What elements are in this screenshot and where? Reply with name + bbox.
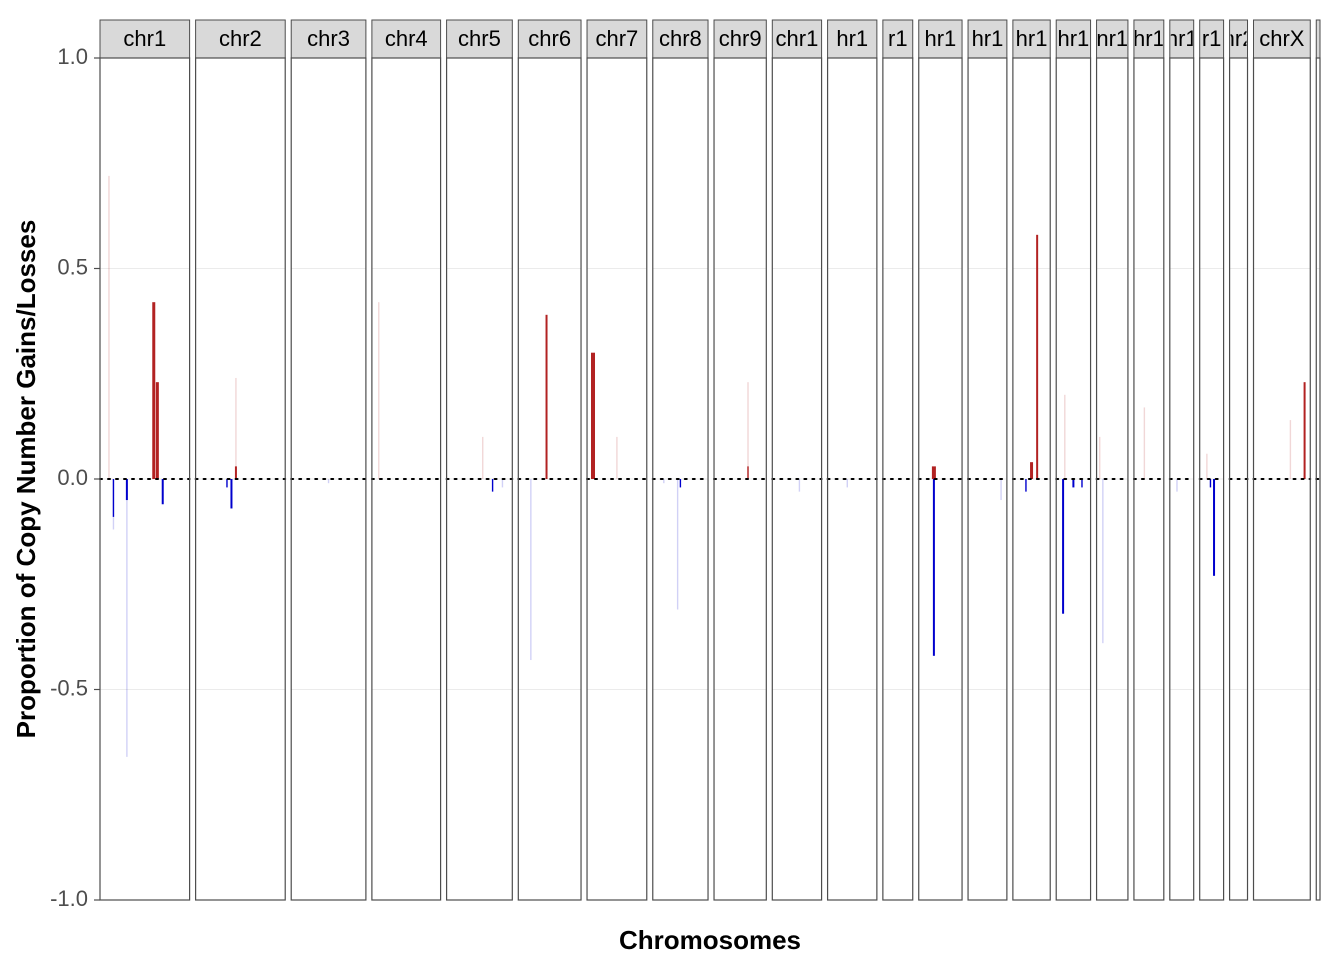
facet-label: r1 — [888, 26, 908, 51]
gain-bar — [546, 315, 548, 479]
yaxis-title: Proportion of Copy Number Gains/Losses — [11, 220, 41, 739]
gain-bar — [932, 466, 936, 479]
loss-bar — [126, 479, 127, 757]
loss-bar — [1081, 479, 1082, 487]
chart-svg: -1.0 -0.5 0.0 0.5 1.0 chr1 chr2 chr3 chr4 chr5 chr… — [0, 0, 1344, 960]
facet-label: hr1 — [1016, 26, 1048, 51]
gain-bar — [1206, 454, 1207, 479]
loss-bar — [1072, 479, 1074, 487]
loss-bar — [162, 479, 164, 504]
ytick-label: 1.0 — [57, 44, 88, 69]
facet-label: chr1 — [776, 26, 819, 51]
loss-bar — [328, 479, 329, 483]
gain-bar — [1290, 420, 1291, 479]
gain-bar — [747, 466, 748, 479]
facet-label: hr1 — [972, 26, 1004, 51]
ytick-label: 0.0 — [57, 465, 88, 490]
ytick-label: -1.0 — [50, 886, 88, 911]
facet-bars — [747, 382, 748, 479]
ytick-label: 0.5 — [57, 254, 88, 279]
loss-bar — [1025, 479, 1026, 492]
gain-bar — [482, 437, 483, 479]
loss-bar — [799, 479, 800, 492]
facet-label: nr1 — [1096, 26, 1128, 51]
facet-label: hr1 — [924, 26, 956, 51]
loss-bar — [1102, 479, 1103, 643]
gain-bar — [152, 302, 155, 479]
facet-label: r1 — [1202, 26, 1222, 51]
facet-bars — [378, 302, 379, 479]
loss-bar — [680, 479, 681, 487]
facet-bars — [1000, 479, 1001, 500]
loss-bar — [492, 479, 493, 492]
gain-bar — [235, 466, 237, 479]
gain-bar — [108, 176, 109, 479]
gain-bar — [1064, 395, 1065, 479]
loss-bar — [847, 479, 848, 487]
facet-label: chr5 — [458, 26, 501, 51]
facet-label: chr7 — [596, 26, 639, 51]
facet-label: chr2 — [219, 26, 262, 51]
loss-bar — [1213, 479, 1215, 576]
facet-bars — [847, 479, 848, 487]
loss-bar — [1062, 479, 1064, 614]
gain-bar — [591, 353, 595, 479]
chart-container: -1.0 -0.5 0.0 0.5 1.0 chr1 chr2 chr3 chr4 chr5 chr… — [0, 0, 1344, 960]
loss-bar — [126, 479, 128, 500]
loss-bar — [1210, 479, 1211, 487]
facet-bars — [799, 479, 800, 492]
loss-bar — [1176, 479, 1177, 492]
facet-label: hr1 — [1133, 26, 1165, 51]
gain-bar — [235, 378, 236, 479]
facet-label: chr1 — [123, 26, 166, 51]
facet-label: chr8 — [659, 26, 702, 51]
loss-bar — [113, 479, 114, 517]
loss-bar — [226, 479, 227, 487]
gain-bar — [1030, 462, 1033, 479]
gain-bar — [1099, 437, 1100, 479]
facet-label: chr9 — [719, 26, 762, 51]
gain-bar — [1144, 407, 1145, 479]
loss-bar — [1000, 479, 1001, 500]
facet-bars — [328, 479, 329, 483]
facet-label: chr3 — [307, 26, 350, 51]
ytick-label: -0.5 — [50, 675, 88, 700]
gain-bar — [378, 302, 379, 479]
loss-bar — [230, 479, 232, 508]
loss-bar — [933, 479, 935, 656]
facet-bars — [1144, 407, 1145, 479]
gain-bar — [1036, 235, 1038, 479]
gain-bar — [156, 382, 159, 479]
gain-bar — [616, 437, 617, 479]
facet-label: chr4 — [385, 26, 428, 51]
gain-bar — [1304, 382, 1306, 479]
loss-bar — [502, 479, 503, 487]
xaxis-title: Chromosomes — [619, 925, 801, 955]
facet-label: chr6 — [528, 26, 571, 51]
gain-bar — [747, 382, 748, 479]
facet-bars — [1176, 479, 1177, 492]
loss-bar — [677, 479, 678, 610]
facet-label: hr1 — [836, 26, 868, 51]
facet-label: hr1 — [1057, 26, 1089, 51]
facet-label: chrX — [1259, 26, 1305, 51]
loss-bar — [530, 479, 531, 660]
